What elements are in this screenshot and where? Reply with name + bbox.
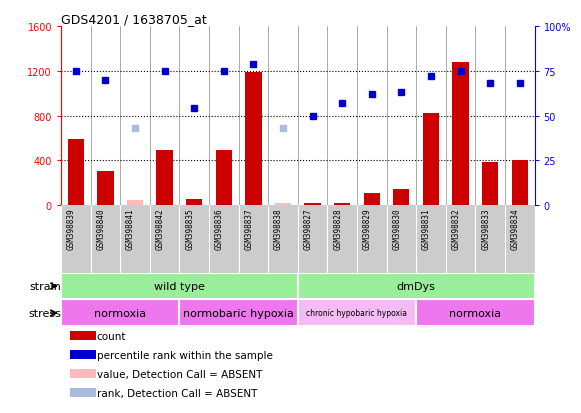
Text: GSM398827: GSM398827 xyxy=(303,208,313,249)
Text: GSM398828: GSM398828 xyxy=(333,208,342,249)
Text: GSM398840: GSM398840 xyxy=(96,208,105,249)
Text: GDS4201 / 1638705_at: GDS4201 / 1638705_at xyxy=(61,13,207,26)
Bar xyxy=(453,63,469,206)
Text: GSM398833: GSM398833 xyxy=(481,208,490,249)
Text: GSM398842: GSM398842 xyxy=(156,208,164,249)
Bar xyxy=(180,300,297,327)
Bar xyxy=(334,204,350,206)
Text: stress: stress xyxy=(28,308,61,318)
Text: GSM398837: GSM398837 xyxy=(245,208,253,249)
Bar xyxy=(245,73,261,206)
Bar xyxy=(67,140,84,206)
Text: GSM398831: GSM398831 xyxy=(422,208,431,249)
Bar xyxy=(512,161,528,206)
Text: normoxia: normoxia xyxy=(94,308,146,318)
Text: dmDys: dmDys xyxy=(397,281,436,291)
Bar xyxy=(297,273,535,300)
Bar xyxy=(297,300,416,327)
Text: GSM398838: GSM398838 xyxy=(274,208,283,249)
Text: GSM398839: GSM398839 xyxy=(67,208,76,249)
Bar xyxy=(304,204,321,206)
Bar xyxy=(156,151,173,206)
Text: value, Detection Call = ABSENT: value, Detection Call = ABSENT xyxy=(96,369,262,379)
Bar xyxy=(186,199,202,206)
Text: normobaric hypoxia: normobaric hypoxia xyxy=(183,308,294,318)
Bar xyxy=(61,273,297,300)
Bar xyxy=(70,350,96,359)
Text: GSM398836: GSM398836 xyxy=(215,208,224,249)
Text: chronic hypobaric hypoxia: chronic hypobaric hypoxia xyxy=(306,309,407,318)
Bar xyxy=(70,331,96,340)
Bar xyxy=(127,200,143,206)
Text: GSM398830: GSM398830 xyxy=(392,208,401,249)
Text: wild type: wild type xyxy=(154,281,205,291)
Text: rank, Detection Call = ABSENT: rank, Detection Call = ABSENT xyxy=(96,388,257,398)
Text: strain: strain xyxy=(29,281,61,291)
Bar xyxy=(70,388,96,397)
Text: percentile rank within the sample: percentile rank within the sample xyxy=(96,350,272,360)
Text: GSM398835: GSM398835 xyxy=(185,208,194,249)
Text: GSM398832: GSM398832 xyxy=(451,208,461,249)
Bar xyxy=(275,204,291,206)
Text: normoxia: normoxia xyxy=(449,308,501,318)
Text: count: count xyxy=(96,331,126,341)
Bar xyxy=(482,162,498,206)
Bar xyxy=(423,114,439,206)
Bar xyxy=(416,300,535,327)
Bar xyxy=(97,171,113,206)
Bar xyxy=(393,190,410,206)
Text: GSM398834: GSM398834 xyxy=(511,208,520,249)
Bar xyxy=(70,369,96,378)
Text: GSM398841: GSM398841 xyxy=(126,208,135,249)
Bar xyxy=(364,194,380,206)
Bar xyxy=(216,151,232,206)
Text: GSM398829: GSM398829 xyxy=(363,208,372,249)
Bar xyxy=(61,300,180,327)
